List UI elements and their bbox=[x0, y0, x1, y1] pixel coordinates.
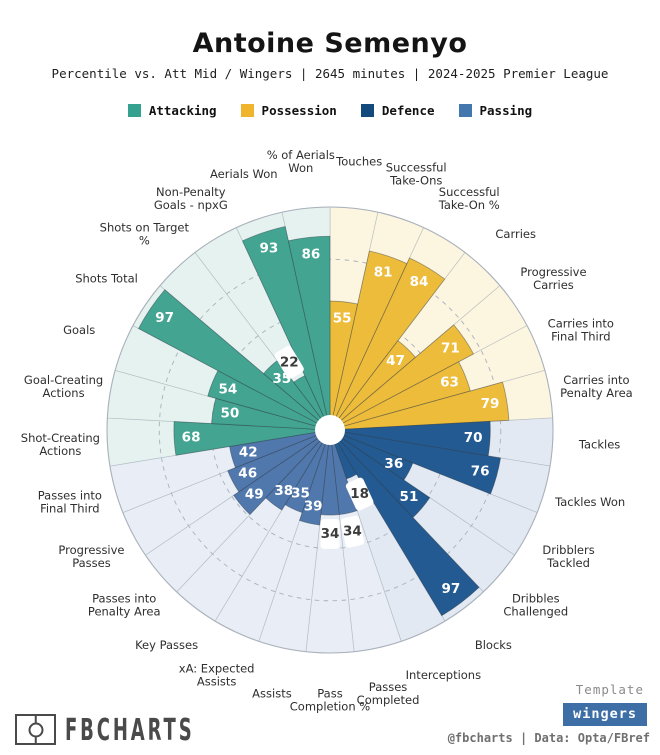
axis-label-shot-creating-actions: Shot-Creating Actions bbox=[21, 431, 100, 458]
value-label-touches: 55 bbox=[333, 311, 352, 327]
template-wingers-button[interactable]: wingers bbox=[563, 703, 647, 726]
value-label-progressive-passes: 46 bbox=[238, 466, 257, 482]
value-box-interceptions bbox=[345, 477, 374, 511]
legend-swatch-passing bbox=[458, 104, 472, 117]
value-label-blocks: 97 bbox=[441, 581, 460, 597]
axis-label-of-aerials-won: % of Aerials Won bbox=[267, 148, 335, 175]
template-label: Template bbox=[575, 682, 644, 697]
axis-label-blocks: Blocks bbox=[475, 638, 512, 652]
value-label-pass-completion: 34 bbox=[321, 526, 340, 542]
axis-label-successful-take-on: Successful Take-On % bbox=[438, 185, 500, 212]
axis-label-shots-total: Shots Total bbox=[75, 271, 138, 285]
axis-label-touches: Touches bbox=[335, 155, 382, 169]
value-label-carries-into-final-third: 63 bbox=[440, 374, 459, 390]
fbcharts-logo: FBCHARTS bbox=[15, 711, 245, 748]
axis-label-pass-completion: Pass Completion % bbox=[290, 687, 371, 714]
value-label-shot-creating-actions: 68 bbox=[182, 430, 201, 446]
pitch-icon bbox=[15, 714, 56, 745]
axis-label-carries: Carries bbox=[495, 227, 536, 241]
pitch-center-circle bbox=[28, 722, 43, 737]
value-label-passes-into-penalty-area: 49 bbox=[245, 486, 264, 502]
slice-bars bbox=[106, 206, 554, 654]
value-label-carries-into-penalty-area: 79 bbox=[481, 396, 500, 412]
axis-label-progressive-passes: Progressive Passes bbox=[58, 543, 124, 570]
axis-label-carries-into-penalty-area: Carries into Penalty Area bbox=[560, 373, 633, 400]
axis-label-xa-expected-assists: xA: Expected Assists bbox=[179, 662, 255, 689]
legend: Attacking Possession Defence Passing bbox=[0, 103, 660, 118]
value-label-carries: 47 bbox=[386, 353, 405, 369]
value-label-successful-take-ons: 81 bbox=[374, 264, 393, 280]
axis-label-passes-into-final-third: Passes into Final Third bbox=[38, 489, 102, 516]
value-label-dribbles-challenged: 51 bbox=[400, 489, 419, 505]
legend-label-passing: Passing bbox=[479, 103, 533, 118]
axis-label-assists: Assists bbox=[252, 687, 292, 701]
legend-swatch-defence bbox=[360, 104, 374, 117]
axis-label-tackles: Tackles bbox=[578, 438, 620, 452]
axis-label-successful-take-ons: Successful Take-Ons bbox=[386, 161, 447, 188]
value-box-non-penalty-goals-npxg bbox=[274, 345, 304, 379]
page-title: Antoine Semenyo bbox=[192, 28, 468, 59]
legend-label-possession: Possession bbox=[261, 103, 337, 118]
value-label-shots-total: 97 bbox=[155, 310, 174, 326]
value-label-xa-expected-assists: 35 bbox=[291, 486, 310, 502]
axis-label-tackles-won: Tackles Won bbox=[554, 495, 625, 509]
page-subtitle: Percentile vs. Att Mid / Wingers | 2645 … bbox=[51, 66, 609, 81]
value-label-dribblers-tackled: 36 bbox=[384, 456, 403, 472]
value-label-passes-into-final-third: 42 bbox=[239, 445, 258, 461]
legend-label-defence: Defence bbox=[381, 103, 435, 118]
axis-label-progressive-carries: Progressive Carries bbox=[520, 265, 586, 292]
axis-label-goal-creating-actions: Goal-Creating Actions bbox=[24, 373, 103, 400]
value-label-assists: 39 bbox=[304, 499, 323, 515]
legend-item-defence: Defence bbox=[360, 103, 435, 118]
axis-label-shots-on-target: Shots on Target% bbox=[100, 220, 190, 247]
axis-label-goals: Goals bbox=[63, 323, 95, 337]
axis-label-dribblers-tackled: Dribblers Tackled bbox=[542, 543, 594, 570]
value-label-goals: 54 bbox=[219, 381, 238, 397]
value-label-successful-take-on: 84 bbox=[410, 274, 429, 290]
center-hole bbox=[315, 415, 345, 445]
legend-item-possession: Possession bbox=[240, 103, 337, 118]
legend-item-passing: Passing bbox=[458, 103, 533, 118]
axis-label-passes-completed: Passes Completed bbox=[357, 680, 420, 707]
value-label-key-passes: 38 bbox=[274, 483, 293, 499]
axis-label-dribbles-challenged: Dribbles Challenged bbox=[503, 591, 568, 618]
axis-label-carries-into-final-third: Carries into Final Third bbox=[548, 317, 614, 344]
value-label-passes-completed: 34 bbox=[343, 524, 362, 540]
legend-item-attacking: Attacking bbox=[127, 103, 217, 118]
legend-label-attacking: Attacking bbox=[148, 103, 217, 118]
value-box-pass-completion bbox=[320, 519, 340, 550]
axis-label-non-penalty-goals-npxg: Non-Penalty Goals - npxG bbox=[154, 185, 228, 212]
axis-label-interceptions: Interceptions bbox=[406, 668, 481, 682]
outer-circle bbox=[106, 206, 554, 654]
value-label-goal-creating-actions: 50 bbox=[220, 406, 239, 422]
brand-text: FBCHARTS bbox=[65, 711, 195, 748]
axis-label-aerials-won: Aerials Won bbox=[210, 167, 278, 181]
value-label-non-penalty-goals-npxg: 22 bbox=[280, 354, 299, 370]
value-label-progressive-carries: 71 bbox=[441, 340, 460, 356]
legend-swatch-attacking bbox=[127, 104, 141, 117]
value-label-interceptions: 18 bbox=[350, 486, 369, 502]
value-label-aerials-won: 93 bbox=[259, 241, 278, 257]
axis-label-passes-into-penalty-area: Passes into Penalty Area bbox=[88, 591, 161, 618]
axis-label-key-passes: Key Passes bbox=[135, 638, 198, 652]
value-label-of-aerials-won: 86 bbox=[301, 246, 320, 262]
legend-swatch-possession bbox=[240, 104, 254, 117]
value-box-passes-completed bbox=[340, 515, 365, 548]
credit-line: @fbcharts | Data: Opta/FBref bbox=[447, 731, 650, 745]
value-label-tackles-won: 76 bbox=[471, 464, 490, 480]
value-label-tackles: 70 bbox=[464, 430, 483, 446]
